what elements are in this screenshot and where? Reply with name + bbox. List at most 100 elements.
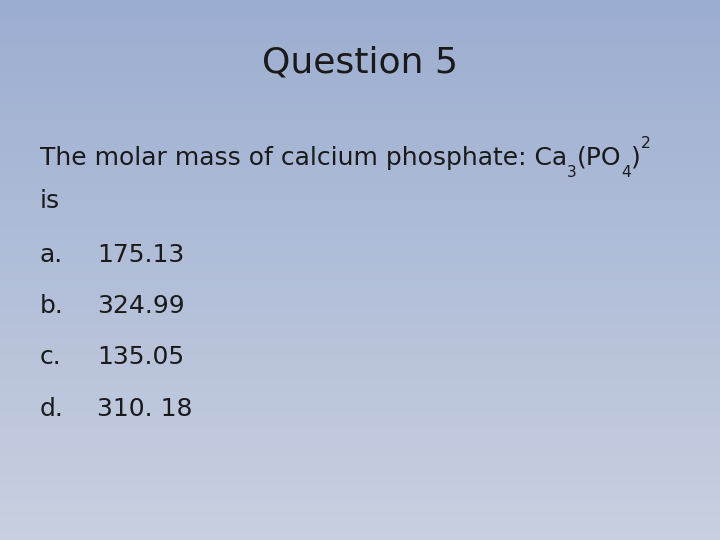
Bar [0, 204, 720, 205]
Bar [0, 209, 720, 211]
Bar [0, 474, 720, 475]
Bar [0, 182, 720, 184]
Bar [0, 360, 720, 362]
Bar [0, 96, 720, 97]
Bar [0, 43, 720, 45]
Bar [0, 441, 720, 443]
Bar [0, 77, 720, 79]
Bar [0, 74, 720, 76]
Bar [0, 221, 720, 223]
Bar [0, 331, 720, 333]
Bar [0, 164, 720, 166]
Bar [0, 351, 720, 353]
Bar [0, 220, 720, 221]
Bar [0, 167, 720, 169]
Bar [0, 112, 720, 113]
Bar [0, 261, 720, 263]
Bar [0, 328, 720, 329]
Bar [0, 301, 720, 302]
Bar [0, 401, 720, 403]
Bar [0, 151, 720, 153]
Text: is: is [40, 189, 60, 213]
Bar [0, 315, 720, 317]
Bar [0, 353, 720, 355]
Bar [0, 18, 720, 20]
Text: 324.99: 324.99 [97, 294, 185, 318]
Bar [0, 358, 720, 360]
Bar [0, 47, 720, 49]
Bar [0, 423, 720, 425]
Bar [0, 234, 720, 236]
Bar [0, 448, 720, 450]
Bar [0, 16, 720, 18]
Bar [0, 513, 720, 515]
Bar [0, 304, 720, 306]
Bar [0, 356, 720, 358]
Text: a.: a. [40, 243, 63, 267]
Bar [0, 515, 720, 517]
Text: Question 5: Question 5 [262, 45, 458, 79]
Bar [0, 479, 720, 481]
Bar [0, 2, 720, 4]
Bar [0, 5, 720, 7]
Bar [0, 412, 720, 414]
Text: ): ) [631, 146, 641, 170]
Bar [0, 99, 720, 101]
Bar [0, 160, 720, 162]
Bar [0, 344, 720, 346]
Bar [0, 378, 720, 380]
Text: 2: 2 [641, 137, 650, 152]
Bar [0, 259, 720, 261]
Bar [0, 471, 720, 474]
Bar [0, 509, 720, 511]
Bar [0, 83, 720, 85]
Bar [0, 528, 720, 529]
Bar [0, 463, 720, 464]
Bar [0, 232, 720, 234]
Bar [0, 459, 720, 461]
Bar [0, 340, 720, 342]
Bar [0, 409, 720, 410]
Bar [0, 398, 720, 400]
Bar [0, 180, 720, 182]
Bar [0, 390, 720, 393]
Bar [0, 518, 720, 520]
Bar [0, 374, 720, 376]
Bar [0, 290, 720, 292]
Bar [0, 66, 720, 69]
Bar [0, 162, 720, 164]
Bar [0, 533, 720, 535]
Bar [0, 252, 720, 254]
Bar [0, 396, 720, 398]
Text: d.: d. [40, 397, 63, 421]
Bar [0, 498, 720, 501]
Bar [0, 247, 720, 248]
Text: (PO: (PO [577, 146, 621, 170]
Bar [0, 432, 720, 434]
Text: 3: 3 [567, 165, 577, 180]
Bar [0, 414, 720, 416]
Bar [0, 434, 720, 436]
Bar [0, 157, 720, 158]
Bar [0, 488, 720, 490]
Bar [0, 228, 720, 231]
Bar [0, 490, 720, 491]
Bar [0, 104, 720, 106]
Bar [0, 101, 720, 103]
Bar [0, 517, 720, 518]
Bar [0, 346, 720, 347]
Bar [0, 536, 720, 538]
Bar [0, 198, 720, 200]
Text: b.: b. [40, 294, 63, 318]
Bar [0, 326, 720, 328]
Bar [0, 137, 720, 139]
Bar [0, 428, 720, 430]
Bar [0, 45, 720, 47]
Bar [0, 93, 720, 96]
Bar [0, 454, 720, 455]
Bar [0, 32, 720, 34]
Bar [0, 187, 720, 189]
Bar [0, 49, 720, 50]
Bar [0, 144, 720, 146]
Bar [0, 29, 720, 31]
